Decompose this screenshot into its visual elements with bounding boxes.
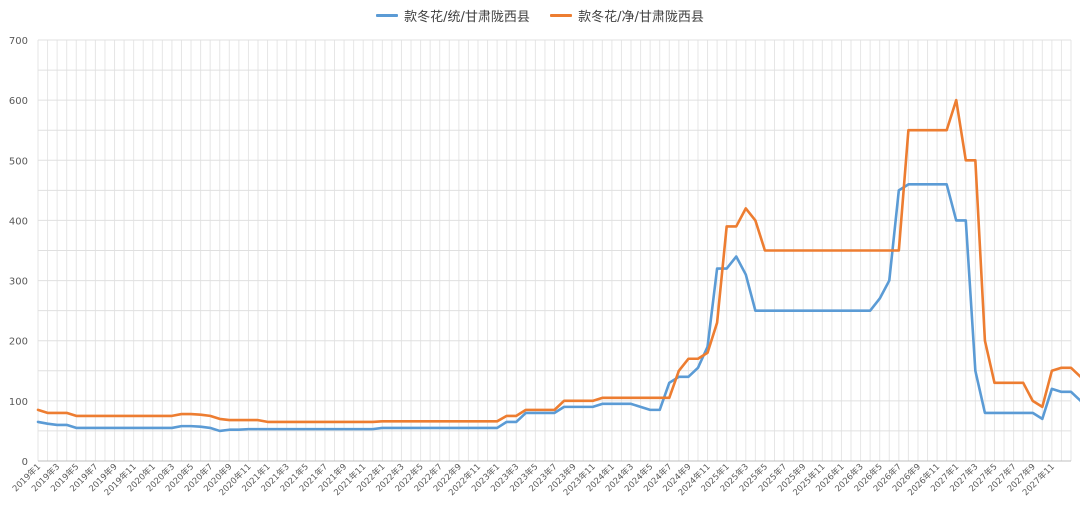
legend-item-series-2[interactable]: 款冬花/净/甘肃陇西县 bbox=[550, 6, 704, 25]
legend-label-series-2: 款冬花/净/甘肃陇西县 bbox=[578, 10, 704, 25]
y-tick-label: 700 bbox=[9, 36, 28, 47]
series-line-1 bbox=[36, 183, 1080, 433]
y-tick-label: 500 bbox=[9, 156, 28, 167]
y-tick-label: 600 bbox=[9, 96, 28, 107]
y-tick-label: 200 bbox=[9, 337, 28, 348]
legend: 款冬花/统/甘肃陇西县 款冬花/净/甘肃陇西县 bbox=[0, 6, 1080, 25]
y-tick-label: 300 bbox=[9, 277, 28, 288]
y-tick-label: 400 bbox=[9, 216, 28, 227]
gridlines bbox=[37, 39, 1072, 461]
legend-label-series-1: 款冬花/统/甘肃陇西县 bbox=[404, 10, 530, 25]
y-tick-label: 100 bbox=[9, 397, 28, 408]
legend-item-series-1[interactable]: 款冬花/统/甘肃陇西县 bbox=[376, 6, 530, 25]
legend-swatch-series-2 bbox=[550, 14, 573, 17]
series-line-2 bbox=[36, 98, 1080, 424]
y-tick-label: 0 bbox=[22, 457, 28, 468]
legend-swatch-series-1 bbox=[376, 14, 399, 17]
